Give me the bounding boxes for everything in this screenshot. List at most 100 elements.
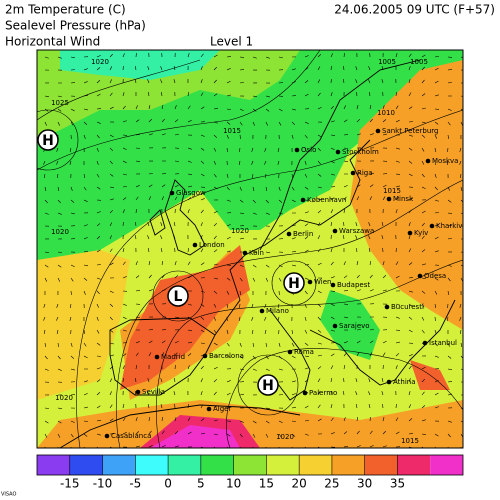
wind-arrow: [343, 316, 348, 319]
wind-arrow: [447, 81, 452, 84]
wind-arrow: [252, 368, 257, 371]
wind-arrow: [304, 405, 309, 409]
wind-arrow: [148, 133, 153, 136]
isobar-label: 1020: [51, 228, 69, 236]
wind-arrow: [200, 198, 205, 201]
wind-arrow: [330, 248, 333, 253]
wind-arrow: [251, 303, 254, 308]
wind-arrow: [434, 236, 439, 240]
wind-arrow: [395, 105, 399, 110]
wind-arrow: [317, 391, 321, 396]
wind-arrow: [330, 134, 335, 136]
wind-arrow: [70, 82, 76, 84]
wind-arrow: [173, 79, 176, 84]
isobar-label: 1015: [383, 187, 401, 195]
wind-arrow: [44, 420, 49, 424]
wind-arrow: [356, 105, 359, 110]
city-label: Palermo: [309, 389, 337, 397]
wind-arrow: [381, 222, 384, 227]
wind-arrow: [83, 121, 88, 125]
wind-arrow: [252, 173, 254, 178]
wind-arrow: [147, 248, 150, 253]
wind-arrow: [304, 433, 309, 436]
city-dot: [302, 390, 308, 396]
wind-arrow: [109, 342, 114, 345]
wind-arrow: [122, 248, 125, 253]
wind-arrow: [330, 209, 334, 214]
wind-arrow: [226, 250, 231, 253]
wind-arrow: [109, 173, 114, 177]
wind-arrow: [173, 66, 176, 71]
wind-arrow: [355, 235, 358, 240]
wind-arrow: [278, 108, 283, 112]
wind-arrow: [109, 354, 114, 357]
wind-arrow: [69, 303, 72, 308]
wind-arrow: [421, 147, 425, 152]
wind-arrow: [148, 261, 151, 266]
wind-arrow: [187, 209, 190, 214]
wind-arrow: [252, 199, 256, 204]
colorbar-tick-label: 0: [164, 477, 172, 491]
wind-arrow: [174, 105, 177, 110]
city-label: Odesa: [424, 272, 446, 280]
wind-arrow: [291, 264, 296, 267]
wind-arrow: [43, 329, 46, 334]
wind-arrow: [342, 235, 345, 240]
wind-arrow: [96, 379, 101, 383]
wind-arrow: [174, 352, 178, 357]
wind-arrow: [213, 186, 218, 190]
wind-arrow: [160, 391, 163, 396]
wind-arrow: [291, 81, 296, 84]
wind-arrow: [395, 53, 398, 58]
city-label: Wien: [314, 278, 331, 286]
wind-arrow: [304, 67, 309, 71]
wind-vectors: [43, 52, 463, 448]
wind-arrow: [356, 289, 361, 292]
wind-arrow: [421, 419, 426, 422]
wind-arrow: [226, 121, 231, 125]
wind-arrow: [200, 342, 205, 344]
wind-arrow: [408, 173, 413, 177]
wind-arrow: [174, 196, 178, 201]
wind-arrow: [277, 147, 280, 152]
wind-arrow: [304, 446, 307, 448]
wind-arrow: [304, 223, 309, 227]
wind-arrow: [460, 173, 462, 178]
wind-arrow: [109, 186, 114, 189]
wind-arrow: [135, 275, 140, 279]
colorbar-tick-label: 15: [259, 477, 274, 491]
city-label: Sevilla: [142, 388, 165, 396]
wind-arrow: [434, 223, 439, 227]
wind-arrow: [304, 303, 307, 308]
wind-arrow: [343, 417, 346, 422]
wind-arrow: [368, 378, 371, 383]
wind-arrow: [395, 353, 400, 357]
wind-arrow: [369, 261, 372, 266]
colorbar-box: [299, 455, 332, 475]
wind-arrow: [96, 236, 101, 240]
wind-arrow: [252, 277, 256, 282]
wind-arrow: [460, 342, 463, 347]
wind-arrow: [83, 329, 86, 334]
wind-arrow: [174, 417, 177, 422]
wind-arrow: [239, 225, 245, 227]
wind-arrow: [200, 160, 205, 164]
wind-arrow: [134, 66, 137, 71]
wind-arrow: [421, 222, 425, 227]
wind-arrow: [122, 303, 127, 306]
isobar-labels: 1020 1025 1015 1010 1005 1005 1015 1020 1020 1020…: [51, 58, 428, 445]
colorbar-box: [135, 455, 169, 475]
field-warm: [37, 250, 130, 400]
wind-arrow: [317, 303, 321, 308]
wind-arrow: [381, 378, 384, 383]
wind-arrow: [264, 329, 267, 334]
wind-arrow: [264, 147, 267, 152]
wind-arrow: [343, 431, 348, 435]
wind-arrow: [317, 290, 322, 294]
wind-arrow: [291, 237, 296, 240]
header-variable: Horizontal Wind: [5, 35, 100, 49]
colorbar-box: [397, 455, 431, 475]
wind-arrow: [239, 290, 241, 295]
wind-arrow: [148, 196, 152, 201]
wind-arrow: [226, 236, 231, 240]
